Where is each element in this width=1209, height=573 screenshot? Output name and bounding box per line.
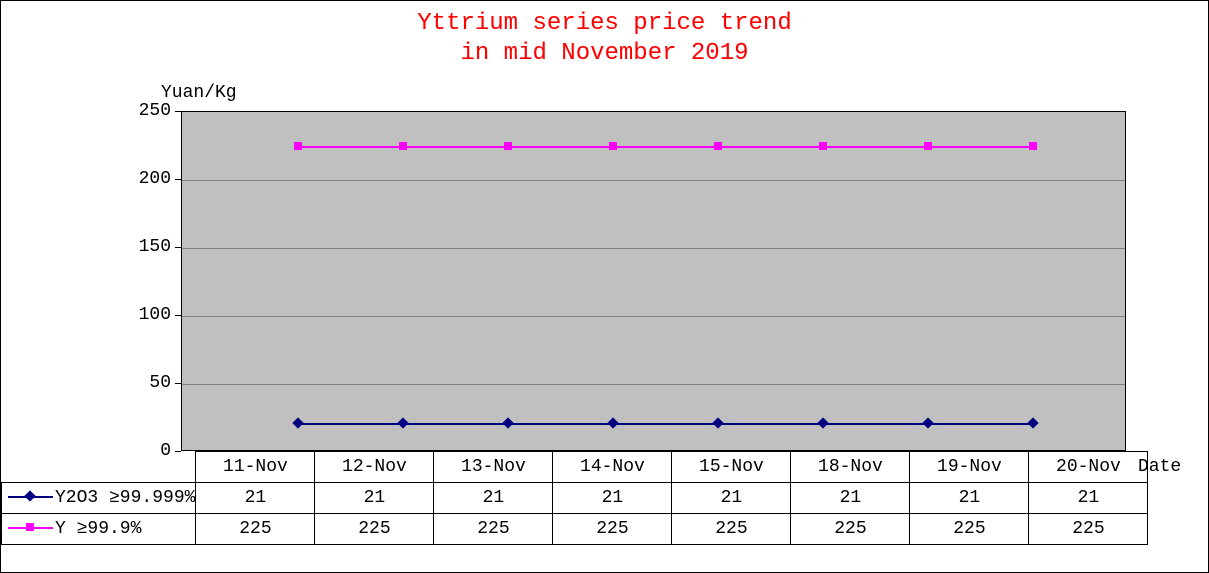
data-cell: 225	[791, 514, 910, 545]
data-cell: 21	[434, 483, 553, 514]
chart-title-line1: Yttrium series price trend	[1, 9, 1208, 39]
legend-cell: Y2O3 ≥99.999%	[2, 483, 196, 514]
series-marker	[292, 418, 303, 429]
y-axis-label: Yuan/Kg	[161, 83, 237, 103]
data-cell: 225	[672, 514, 791, 545]
category-header-cell: 14-Nov	[553, 452, 672, 483]
legend-swatch	[8, 492, 53, 502]
grid-line	[182, 248, 1125, 249]
data-cell: 21	[315, 483, 434, 514]
grid-line	[182, 384, 1125, 385]
series-marker	[819, 142, 827, 150]
category-header-cell: 13-Nov	[434, 452, 553, 483]
data-cell: 21	[1029, 483, 1148, 514]
series-marker	[397, 418, 408, 429]
series-marker	[399, 142, 407, 150]
legend-swatch	[8, 523, 53, 533]
data-table: 11-Nov12-Nov13-Nov14-Nov15-Nov18-Nov19-N…	[1, 451, 1148, 545]
y-tick-label: 200	[121, 169, 171, 189]
data-cell: 21	[791, 483, 910, 514]
y-tick-label: 250	[121, 101, 171, 121]
y-tick-mark	[175, 315, 181, 316]
y-tick-mark	[175, 383, 181, 384]
category-header-cell: 20-Nov	[1029, 452, 1148, 483]
table-header-row: 11-Nov12-Nov13-Nov14-Nov15-Nov18-Nov19-N…	[2, 452, 1148, 483]
series-marker	[924, 142, 932, 150]
table-row: Y ≥99.9%225225225225225225225225	[2, 514, 1148, 545]
data-cell: 225	[1029, 514, 1148, 545]
y-tick-label: 150	[121, 237, 171, 257]
category-header-cell: 18-Nov	[791, 452, 910, 483]
series-marker	[1029, 142, 1037, 150]
data-cell: 21	[553, 483, 672, 514]
series-marker	[714, 142, 722, 150]
y-tick-label: 50	[121, 373, 171, 393]
series-marker	[609, 142, 617, 150]
series-marker	[294, 142, 302, 150]
data-cell: 225	[196, 514, 315, 545]
category-header-cell: 19-Nov	[910, 452, 1029, 483]
series-marker	[1027, 418, 1038, 429]
legend-cell: Y ≥99.9%	[2, 514, 196, 545]
series-marker	[504, 142, 512, 150]
y-tick-mark	[175, 179, 181, 180]
y-tick-mark	[175, 111, 181, 112]
plot-area	[181, 111, 1126, 451]
chart-title-line2: in mid November 2019	[1, 39, 1208, 69]
legend-label: Y2O3 ≥99.999%	[55, 488, 195, 508]
grid-line	[182, 316, 1125, 317]
data-cell: 225	[315, 514, 434, 545]
series-marker	[922, 418, 933, 429]
y-tick-mark	[175, 247, 181, 248]
chart-container: Yttrium series price trend in mid Novemb…	[0, 0, 1209, 573]
data-cell: 225	[434, 514, 553, 545]
data-cell: 21	[910, 483, 1029, 514]
grid-line	[182, 180, 1125, 181]
data-cell: 21	[672, 483, 791, 514]
table-row: Y2O3 ≥99.999%2121212121212121	[2, 483, 1148, 514]
data-cell: 225	[910, 514, 1029, 545]
series-marker	[712, 418, 723, 429]
data-cell: 225	[553, 514, 672, 545]
data-cell: 21	[196, 483, 315, 514]
legend-header-empty	[2, 452, 196, 483]
category-header-cell: 15-Nov	[672, 452, 791, 483]
chart-title-block: Yttrium series price trend in mid Novemb…	[1, 9, 1208, 69]
series-marker	[817, 418, 828, 429]
series-marker	[607, 418, 618, 429]
series-marker	[502, 418, 513, 429]
category-header-cell: 12-Nov	[315, 452, 434, 483]
category-header-cell: 11-Nov	[196, 452, 315, 483]
y-tick-label: 100	[121, 305, 171, 325]
series-line	[298, 146, 1033, 148]
legend-label: Y ≥99.9%	[55, 519, 141, 539]
